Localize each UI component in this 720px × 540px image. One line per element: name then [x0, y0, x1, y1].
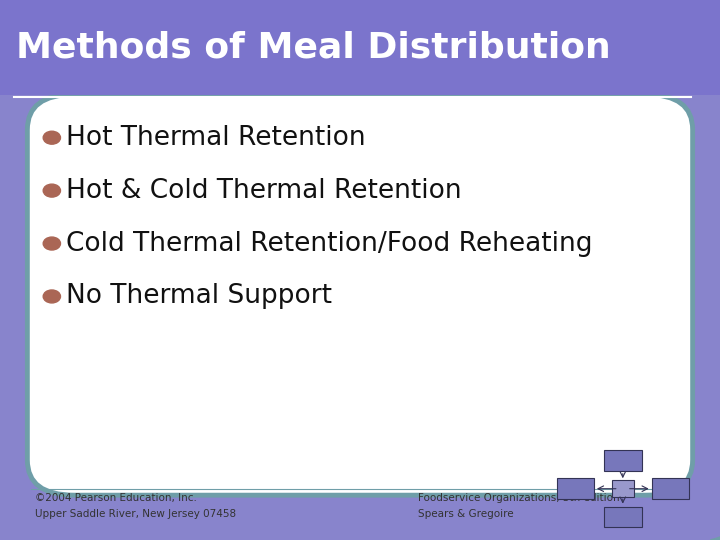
- Text: ©2004 Pearson Education, Inc.: ©2004 Pearson Education, Inc.: [35, 493, 197, 503]
- FancyBboxPatch shape: [604, 450, 642, 471]
- Text: Methods of Meal Distribution: Methods of Meal Distribution: [16, 30, 611, 64]
- Circle shape: [43, 290, 60, 303]
- FancyBboxPatch shape: [652, 478, 689, 499]
- FancyBboxPatch shape: [27, 94, 693, 495]
- Circle shape: [43, 237, 60, 250]
- Circle shape: [43, 184, 60, 197]
- Text: Hot Thermal Retention: Hot Thermal Retention: [66, 125, 366, 151]
- FancyBboxPatch shape: [0, 0, 720, 94]
- FancyBboxPatch shape: [611, 481, 634, 497]
- Text: Spears & Gregoire: Spears & Gregoire: [418, 509, 513, 519]
- Text: No Thermal Support: No Thermal Support: [66, 284, 332, 309]
- Circle shape: [43, 131, 60, 144]
- FancyBboxPatch shape: [604, 507, 642, 527]
- Text: Upper Saddle River, New Jersey 07458: Upper Saddle River, New Jersey 07458: [35, 509, 235, 519]
- Text: Foodservice Organizations, 5th edition: Foodservice Organizations, 5th edition: [418, 493, 619, 503]
- Text: Cold Thermal Retention/Food Reheating: Cold Thermal Retention/Food Reheating: [66, 231, 593, 256]
- Text: Hot & Cold Thermal Retention: Hot & Cold Thermal Retention: [66, 178, 462, 204]
- FancyBboxPatch shape: [557, 478, 594, 499]
